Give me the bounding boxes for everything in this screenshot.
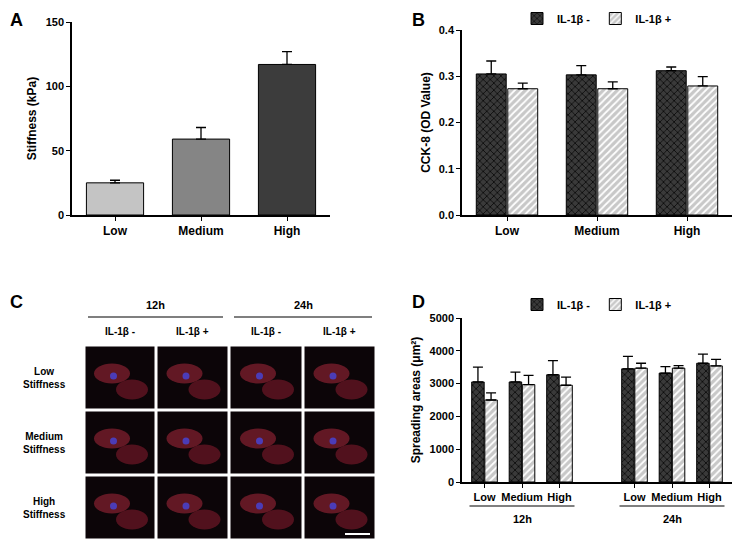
svg-text:High: High [547,491,572,503]
svg-text:LowStiffness: LowStiffness [23,366,66,390]
svg-text:IL-1β +: IL-1β + [635,299,671,311]
svg-text:0.0: 0.0 [439,209,454,221]
svg-text:MediumStiffness: MediumStiffness [23,431,66,455]
svg-text:100: 100 [46,80,64,92]
svg-text:0: 0 [448,476,454,488]
svg-text:Medium: Medium [178,224,223,238]
svg-text:12h: 12h [146,299,165,311]
svg-text:50: 50 [52,145,64,157]
svg-text:150: 150 [46,16,64,28]
svg-text:A: A [10,10,23,30]
svg-text:3000: 3000 [430,377,454,389]
svg-text:0: 0 [58,209,64,221]
svg-text:High: High [274,224,301,238]
svg-text:Low: Low [474,491,496,503]
svg-text:B: B [412,10,425,30]
svg-text:High: High [674,224,701,238]
svg-text:Medium: Medium [574,224,619,238]
svg-text:Medium: Medium [651,491,693,503]
svg-text:C: C [10,292,23,312]
svg-text:0.3: 0.3 [439,70,454,82]
svg-text:Medium: Medium [501,491,543,503]
svg-text:1000: 1000 [430,443,454,455]
svg-text:Low: Low [495,224,520,238]
svg-text:IL-1β -: IL-1β - [105,326,135,337]
svg-text:0.1: 0.1 [439,163,454,175]
svg-text:Spreading areas (μm²): Spreading areas (μm²) [409,337,423,464]
svg-text:24h: 24h [663,513,682,525]
svg-text:2000: 2000 [430,410,454,422]
svg-text:High: High [697,491,722,503]
svg-text:IL-1β -: IL-1β - [251,326,281,337]
svg-text:CCK-8 (OD Value): CCK-8 (OD Value) [419,72,433,173]
svg-text:12h: 12h [513,513,532,525]
svg-text:D: D [412,292,425,312]
svg-text:4000: 4000 [430,345,454,357]
svg-text:Low: Low [624,491,646,503]
svg-text:24h: 24h [294,299,313,311]
svg-text:0.2: 0.2 [439,116,454,128]
svg-text:IL-1β -: IL-1β - [557,13,590,25]
svg-text:0.4: 0.4 [439,24,455,36]
svg-text:Low: Low [103,224,128,238]
svg-text:5000: 5000 [430,312,454,324]
svg-text:Stiffness (kPa): Stiffness (kPa) [25,77,39,160]
svg-text:IL-1β -: IL-1β - [557,299,590,311]
svg-text:IL-1β +: IL-1β + [635,13,671,25]
svg-text:IL-1β +: IL-1β + [323,326,356,337]
svg-text:HighStiffness: HighStiffness [23,496,66,520]
svg-text:IL-1β +: IL-1β + [176,326,209,337]
